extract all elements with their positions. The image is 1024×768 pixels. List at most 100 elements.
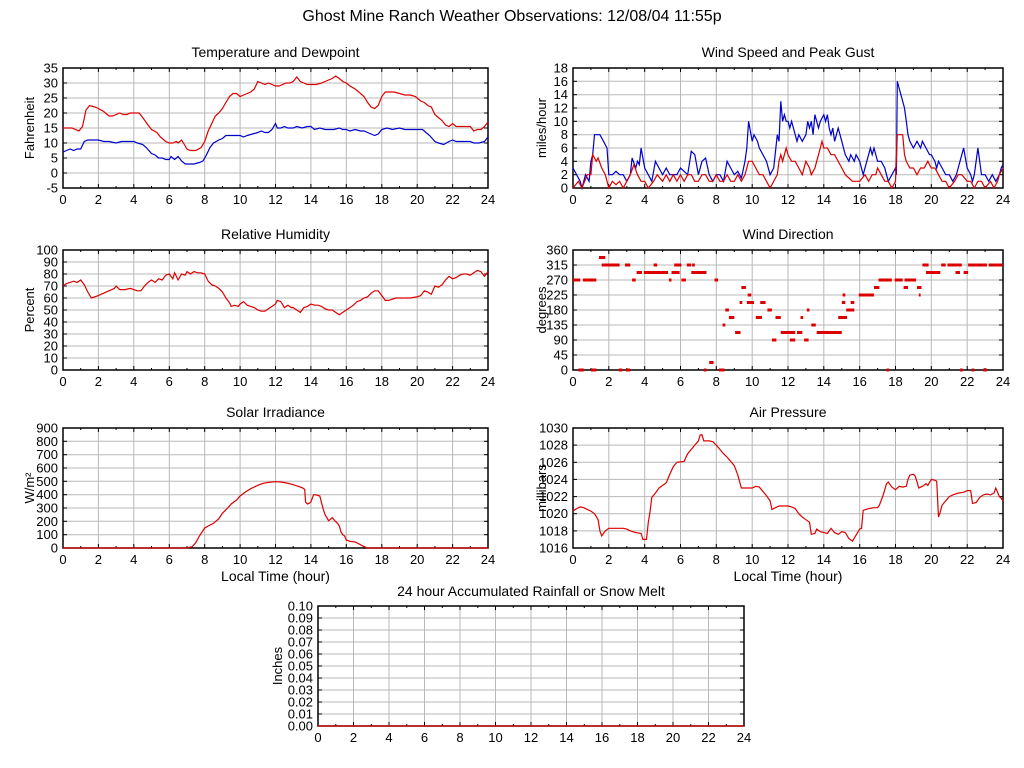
x-tick-label: 6: [677, 374, 684, 389]
y-tick-label: 100: [36, 243, 58, 258]
x-tick-label: 12: [781, 552, 795, 567]
x-tick-label: 24: [481, 374, 495, 389]
chart-title: Relative Humidity: [221, 226, 330, 242]
y-tick-label: 1016: [539, 541, 568, 556]
x-tick-label: 20: [666, 730, 680, 745]
x-tick-label: 16: [339, 552, 353, 567]
x-tick-label: 16: [852, 552, 866, 567]
y-tick-label: 300: [36, 501, 58, 516]
x-tick-label: 20: [924, 192, 938, 207]
y-tick-label: 16: [554, 74, 568, 89]
y-tick-label: 15: [44, 121, 58, 136]
x-tick-label: 2: [350, 730, 357, 745]
x-tick-label: 12: [524, 730, 538, 745]
x-tick-label: 14: [817, 192, 831, 207]
y-tick-label: 0: [51, 363, 58, 378]
x-tick-label: 14: [304, 192, 318, 207]
y-tick-label: 200: [36, 514, 58, 529]
y-tick-label: 400: [36, 487, 58, 502]
chart-title: Temperature and Dewpoint: [191, 44, 360, 60]
x-tick-label: 4: [130, 552, 137, 567]
y-tick-label: 20: [44, 339, 58, 354]
y-tick-label: 0.01: [288, 707, 313, 722]
x-tick-label: 6: [421, 730, 428, 745]
x-tick-label: 2: [95, 374, 102, 389]
x-tick-label: 10: [233, 552, 247, 567]
y-tick-label: 90: [554, 333, 568, 348]
x-tick-label: 24: [481, 552, 495, 567]
y-tick-label: 30: [44, 327, 58, 342]
air-pressure-plot: 0 2 4 6 8 10 12 14 16 18 20 22 241016101810201022102…: [539, 421, 1010, 568]
y-tick-label: 0.08: [288, 623, 313, 638]
x-tick-label: 16: [339, 374, 353, 389]
y-tick-label: 4: [561, 154, 568, 169]
chart-title: Air Pressure: [749, 404, 827, 420]
x-tick-label: 6: [166, 552, 173, 567]
x-tick-label: 20: [924, 374, 938, 389]
y-tick-label: 0.07: [288, 635, 313, 650]
axis-tick-labels: 0 2 4 6 8 10 12 14 16 18 20 22 240459013518022527031…: [546, 243, 1010, 390]
x-tick-label: 24: [996, 192, 1010, 207]
y-tick-label: 1020: [539, 506, 568, 521]
x-tick-label: 14: [304, 552, 318, 567]
y-tick-label: 40: [44, 315, 58, 330]
x-tick-label: 12: [781, 192, 795, 207]
x-tick-label: 4: [385, 730, 392, 745]
x-tick-label: 0: [59, 552, 66, 567]
x-tick-label: 12: [268, 192, 282, 207]
chart-relative-humidity: Relative Humidity Percent 0 2 4 6 8 10 12 14 16 1…: [0, 218, 512, 396]
y-tick-label: 5: [51, 151, 58, 166]
y-tick-label: 700: [36, 447, 58, 462]
y-tick-label: 0: [561, 181, 568, 196]
y-tick-label: 0.04: [288, 671, 313, 686]
gridlines: [317, 605, 745, 727]
x-tick-label: 24: [996, 552, 1010, 567]
x-tick-label: 8: [713, 552, 720, 567]
relative-humidity-plot: 0 2 4 6 8 10 12 14 16 18 20 22 240102030405060708090…: [36, 243, 495, 390]
y-tick-label: 0.00: [288, 719, 313, 734]
y-tick-label: 50: [44, 303, 58, 318]
page-title: Ghost Mine Ranch Weather Observations: 1…: [302, 8, 722, 25]
x-tick-label: 12: [268, 552, 282, 567]
y-tick-label: 0.09: [288, 611, 313, 626]
y-tick-label: 60: [44, 291, 58, 306]
x-tick-label: 8: [201, 374, 208, 389]
y-tick-label: 18: [554, 61, 568, 76]
gridlines: [62, 249, 489, 371]
series-temperature: [63, 75, 489, 152]
y-tick-label: -5: [46, 181, 58, 196]
y-tick-label: 2: [561, 167, 568, 182]
y-tick-label: 10: [44, 351, 58, 366]
x-tick-label: 4: [641, 374, 648, 389]
x-tick-label: 18: [375, 374, 389, 389]
x-axis-label: Local Time (hour): [733, 568, 843, 584]
x-tick-label: 4: [130, 192, 137, 207]
axis-tick-labels: 0 2 4 6 8 10 12 14 16 18 20 22 240.000.010.020.030.0…: [288, 599, 752, 746]
x-tick-label: 4: [641, 552, 648, 567]
axis-ticks: [62, 249, 489, 371]
gridlines: [572, 67, 1004, 189]
x-tick-label: 0: [59, 192, 66, 207]
y-tick-label: 10: [44, 136, 58, 151]
y-tick-label: 20: [44, 106, 58, 121]
x-tick-label: 2: [95, 552, 102, 567]
y-tick-label: 500: [36, 474, 58, 489]
y-tick-label: 180: [546, 303, 568, 318]
solar-irradiance-plot: 0 2 4 6 8 10 12 14 16 18 20 22 240100200300400500600…: [36, 421, 495, 568]
x-tick-label: 0: [569, 374, 576, 389]
y-tick-label: 1024: [539, 472, 568, 487]
x-tick-label: 20: [924, 552, 938, 567]
y-tick-label: 600: [36, 461, 58, 476]
series-air_pressure: [572, 434, 1004, 542]
axis-ticks: [62, 427, 489, 549]
y-tick-label: 100: [36, 527, 58, 542]
x-tick-label: 18: [888, 374, 902, 389]
y-tick-label: 0: [561, 363, 568, 378]
x-tick-label: 8: [201, 552, 208, 567]
y-tick-label: 6: [561, 141, 568, 156]
chart-title: Wind Direction: [742, 226, 834, 242]
